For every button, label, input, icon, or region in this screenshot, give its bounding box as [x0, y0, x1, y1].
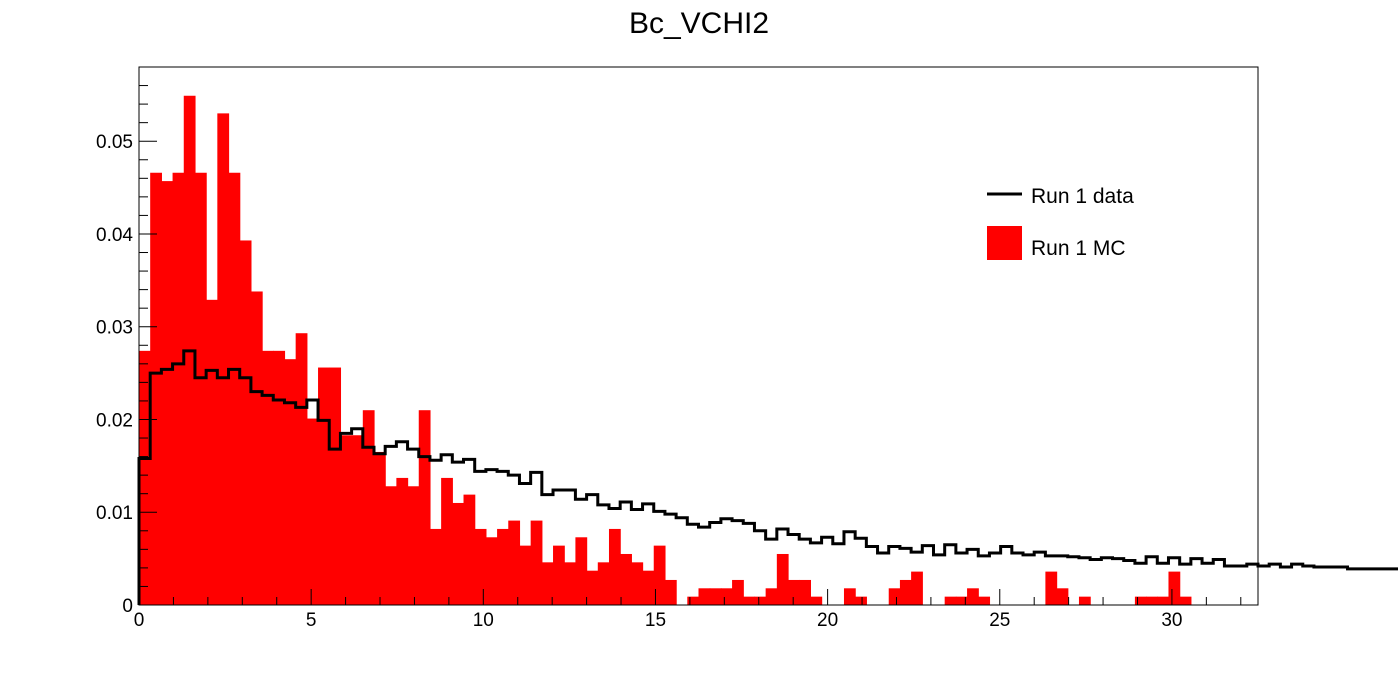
- mc-bar: [541, 562, 554, 605]
- y-tick-label: 0.04: [96, 225, 133, 246]
- mc-bar: [597, 562, 610, 605]
- mc-bar: [1056, 588, 1069, 605]
- mc-bar: [642, 570, 655, 605]
- mc-bar: [911, 571, 923, 605]
- mc-bar: [776, 553, 789, 605]
- legend-label-mc: Run 1 MC: [1031, 237, 1126, 260]
- mc-bar: [575, 537, 588, 605]
- mc-bar: [150, 172, 162, 606]
- mc-bar: [1078, 596, 1091, 605]
- mc-bar: [899, 579, 912, 605]
- mc-bar: [418, 410, 431, 605]
- mc-bar: [720, 588, 733, 605]
- mc-bar: [631, 562, 644, 605]
- plot-area: 0 5 10 15 20 25 30 0 0.01 0.02 0.03 0.04 0.05: [96, 66, 1398, 631]
- mc-bar: [743, 596, 756, 605]
- mc-bar: [385, 486, 397, 605]
- mc-bar: [586, 570, 599, 605]
- mc-bar: [788, 579, 800, 605]
- mc-bar: [429, 528, 442, 605]
- mc-bar: [978, 596, 991, 605]
- mc-bar: [765, 588, 778, 605]
- mc-bar: [687, 596, 700, 605]
- mc-bar: [474, 528, 487, 605]
- mc-bar: [955, 596, 968, 605]
- y-tick-label: 0.03: [96, 318, 133, 339]
- mc-bar: [373, 451, 386, 605]
- mc-bar: [217, 113, 230, 606]
- mc-bar: [530, 520, 543, 605]
- mc-bar: [564, 562, 577, 605]
- mc-bar: [519, 545, 532, 605]
- legend-swatch-mc: [987, 226, 1022, 260]
- mc-bar: [295, 333, 308, 605]
- x-tick-label: 25: [989, 610, 1010, 631]
- mc-bar: [754, 596, 767, 605]
- mc-bar: [239, 240, 252, 605]
- mc-bar: [139, 350, 151, 605]
- mc-bar: [452, 502, 465, 605]
- mc-bar: [653, 545, 666, 605]
- mc-bar: [463, 494, 476, 605]
- mc-bar: [351, 435, 364, 605]
- mc-bar: [172, 172, 185, 606]
- mc-bar: [1168, 571, 1181, 605]
- chart-title: Bc_VCHI2: [629, 7, 769, 40]
- mc-bar: [194, 172, 207, 606]
- mc-bar: [620, 553, 632, 605]
- mc-bar: [732, 579, 744, 605]
- mc-bar: [967, 588, 979, 605]
- legend: Run 1 data Run 1 MC: [978, 170, 1153, 270]
- mc-bar: [441, 477, 453, 605]
- mc-bar: [799, 579, 811, 605]
- mc-bar: [553, 545, 565, 605]
- y-tick-label: 0.05: [96, 132, 133, 153]
- mc-bar: [329, 367, 342, 605]
- y-tick-label: 0.02: [96, 410, 133, 431]
- y-tick-label: 0: [122, 596, 133, 617]
- mc-bar: [1146, 596, 1158, 605]
- mc-bar: [161, 181, 174, 605]
- mc-bar: [284, 359, 297, 605]
- mc-bar: [396, 477, 409, 605]
- x-tick-label: 30: [1161, 610, 1182, 631]
- mc-bar: [508, 520, 521, 605]
- mc-bar: [262, 350, 274, 605]
- mc-bar: [1157, 596, 1170, 605]
- mc-bar: [888, 588, 901, 605]
- mc-bar: [698, 588, 711, 605]
- mc-bar: [1179, 596, 1192, 605]
- mc-bar: [1045, 571, 1058, 605]
- mc-bar: [855, 596, 867, 605]
- plot-frame: [138, 66, 1259, 606]
- mc-bar: [306, 418, 319, 605]
- mc-bar: [407, 486, 420, 605]
- x-tick-label: 5: [306, 610, 317, 631]
- mc-bar: [664, 579, 677, 605]
- mc-bar: [944, 596, 957, 605]
- mc-bar: [340, 435, 353, 605]
- mc-bar: [250, 291, 263, 605]
- legend-label-data: Run 1 data: [1031, 185, 1134, 208]
- mc-bar: [843, 588, 856, 605]
- x-tick-label: 15: [645, 610, 666, 631]
- mc-bar: [1134, 596, 1147, 605]
- mc-bar: [497, 528, 509, 605]
- x-tick-label: 20: [817, 610, 838, 631]
- x-tick-label: 10: [473, 610, 494, 631]
- mc-bar: [608, 528, 621, 605]
- mc-bar: [709, 588, 722, 605]
- y-tick-label: 0.01: [96, 503, 133, 524]
- mc-bar: [228, 172, 241, 606]
- mc-bar: [362, 410, 375, 605]
- mc-bar: [318, 367, 330, 605]
- x-tick-label: 0: [134, 610, 145, 631]
- data-series-line: [137, 349, 1398, 605]
- mc-bar: [273, 350, 286, 605]
- mc-bar: [206, 299, 218, 605]
- mc-bar: [485, 537, 498, 605]
- mc-bar: [810, 596, 823, 605]
